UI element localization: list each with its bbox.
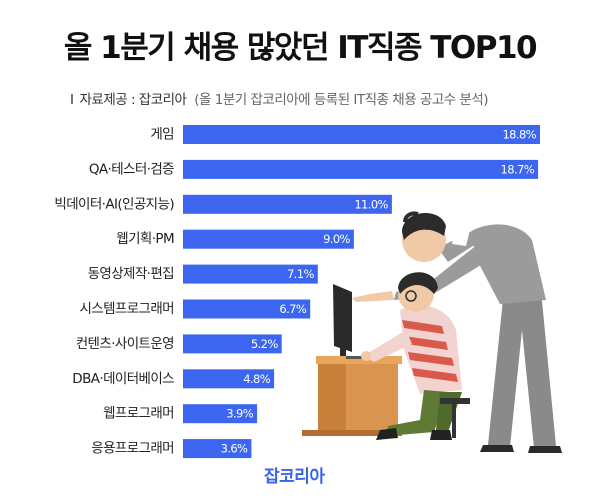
bars-layer: 게임 18.8% QA·테스터·검증 18.7% 빅데이터·AI(인공지능) 11.0% 웹… [54,125,540,458]
bar-value-label: 18.8% [502,128,536,142]
category-label: 웹프로그래머 [103,406,174,422]
bar-value-label: 3.9% [226,407,253,421]
category-label: 시스템프로그래머 [79,301,174,317]
category-label: 빅데이터·AI(인공지능) [54,196,174,212]
category-label: QA·테스터·검증 [89,161,174,177]
category-label: DBA·데이터베이스 [72,371,174,387]
bar-value-label: 6.7% [279,302,306,316]
category-label: 웹기획·PM [116,231,174,247]
category-label: 컨텐츠·사이트운영 [76,336,174,352]
bar-value-label: 5.2% [251,337,278,351]
category-label: 응용프로그래머 [91,441,174,457]
category-label: 게임 [150,127,174,143]
brand-logo-text: 잡코리아 [264,462,325,487]
bar [183,125,540,144]
bar-value-label: 4.8% [243,372,270,386]
category-label: 동영상제작·편집 [88,266,174,282]
bar [183,160,538,179]
monitor [328,284,358,360]
bar-value-label: 18.7% [501,162,535,176]
bar-value-label: 9.0% [323,232,350,246]
bar-value-label: 11.0% [354,197,388,211]
office-workers-at-desk-illustration [302,213,562,453]
bar-value-label: 7.1% [287,267,314,281]
bar-value-label: 3.6% [221,442,248,456]
desk [302,356,402,436]
